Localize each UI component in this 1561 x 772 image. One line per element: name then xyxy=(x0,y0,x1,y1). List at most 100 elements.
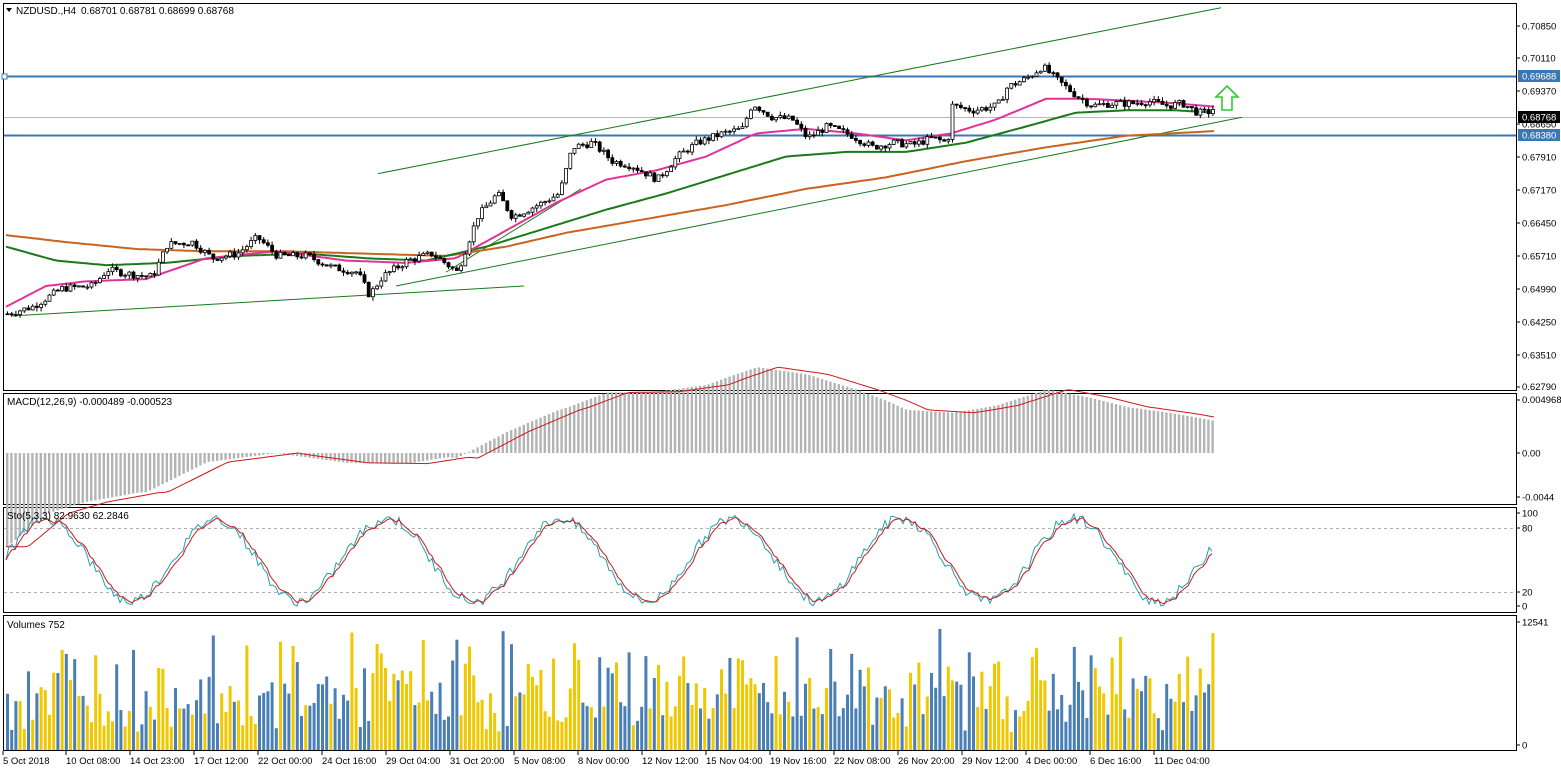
candle xyxy=(862,142,867,148)
candle xyxy=(673,155,678,170)
macd-bar xyxy=(1014,399,1017,453)
volume-bar xyxy=(1190,710,1194,750)
horizontal-levels[interactable] xyxy=(1,73,1516,137)
stochastic-pane[interactable]: Sto(5,3,3) 82.9630 62.2846 100 80 20 0 xyxy=(4,509,1538,613)
macd-bar xyxy=(1001,403,1004,453)
volume-bar xyxy=(770,713,774,750)
macd-bar xyxy=(568,406,572,453)
volume-bar xyxy=(342,694,345,750)
candle xyxy=(446,261,451,270)
stoch-axis: 100 80 20 0 xyxy=(1516,509,1538,613)
volumes-pane[interactable]: Volumes 752 12541 0 xyxy=(6,618,1548,752)
macd-bar xyxy=(736,373,740,453)
candle xyxy=(370,286,375,301)
candle xyxy=(148,272,153,277)
candle xyxy=(429,251,434,258)
price-tick: 0.69370 xyxy=(1516,87,1556,98)
candle xyxy=(917,137,921,148)
candle xyxy=(589,138,594,148)
price-pane[interactable]: NZDUSD.,H4 0.68701 0.68781 0.68699 0.687… xyxy=(1,6,1560,394)
resistance-handle[interactable] xyxy=(1,73,8,80)
candle xyxy=(106,268,111,279)
macd-bar xyxy=(615,392,618,453)
candle xyxy=(442,257,447,265)
macd-bar xyxy=(1152,410,1155,453)
candle xyxy=(1135,99,1140,107)
candle xyxy=(803,125,808,140)
candle xyxy=(110,263,115,276)
macd-bar xyxy=(463,453,467,454)
macd-bar xyxy=(951,412,954,453)
macd-bar xyxy=(6,453,9,547)
candle xyxy=(186,244,191,247)
macd-bar xyxy=(770,369,773,453)
macd-bar xyxy=(10,453,13,544)
volume-bar xyxy=(1106,714,1110,750)
macd-bar xyxy=(1186,415,1189,453)
macd-bar xyxy=(358,453,362,463)
macd-bar xyxy=(967,410,971,453)
candle xyxy=(1173,99,1177,110)
candle xyxy=(572,148,577,156)
candle xyxy=(933,136,938,139)
volume-bar xyxy=(883,686,887,750)
candle xyxy=(816,126,820,136)
candle xyxy=(1055,72,1060,81)
macd-bar xyxy=(186,453,189,472)
macd-bar xyxy=(669,389,672,453)
candle xyxy=(828,122,833,129)
stoch-title: Sto(5,3,3) 82.9630 62.2846 xyxy=(7,511,129,522)
dropdown-triangle-icon[interactable] xyxy=(6,8,12,12)
candle xyxy=(345,270,350,275)
volume-bar xyxy=(825,688,828,750)
time-label: 12 Nov 12:00 xyxy=(641,751,699,767)
volume-bar xyxy=(745,684,749,750)
volume-bar xyxy=(451,660,455,750)
candle xyxy=(408,257,413,261)
price-axis[interactable]: 0.70850 0.70110 0.69370 0.68650 0.67910 … xyxy=(1516,22,1560,394)
macd-bar xyxy=(1072,394,1076,453)
volume-bar xyxy=(468,646,471,750)
candle xyxy=(282,251,287,256)
macd-pane[interactable]: MACD(12,26,9) -0.000489 -0.000523 0.0049… xyxy=(6,366,1561,548)
candle xyxy=(728,129,732,135)
macd-bar xyxy=(795,372,798,453)
volume-bar xyxy=(430,691,434,750)
candle xyxy=(690,142,694,156)
svg-text:0.65710: 0.65710 xyxy=(1522,252,1556,263)
candle xyxy=(1001,96,1005,101)
moving-averages xyxy=(5,97,1215,308)
time-label: 15 Nov 04:00 xyxy=(705,751,763,767)
macd-bar xyxy=(778,370,782,453)
candle xyxy=(732,125,736,135)
macd-bar xyxy=(1030,394,1034,453)
candle xyxy=(438,255,443,259)
svg-text:31 Oct 20:00: 31 Oct 20:00 xyxy=(450,756,504,767)
candle xyxy=(391,263,396,273)
trendlines[interactable] xyxy=(10,7,1243,317)
volume-bar xyxy=(426,700,429,750)
volume-bar xyxy=(1148,678,1152,750)
volume-bar xyxy=(325,676,329,750)
candle xyxy=(307,252,312,257)
candle xyxy=(975,106,980,115)
candle xyxy=(60,285,64,293)
macd-bar xyxy=(1135,408,1139,453)
candle xyxy=(1139,100,1144,107)
macd-bar xyxy=(816,377,819,453)
volume-bar xyxy=(682,656,686,750)
macd-bar xyxy=(81,453,84,504)
volume-bar xyxy=(132,650,135,750)
volume-bar xyxy=(930,672,933,750)
candle xyxy=(160,251,165,263)
macd-bar xyxy=(652,391,656,453)
time-axis[interactable]: 5 Oct 2018 10 Oct 08:00 14 Oct 23:00 17 … xyxy=(2,751,1210,767)
macd-bar xyxy=(972,409,975,453)
volume-bar xyxy=(728,657,732,750)
macd-bar xyxy=(1018,398,1021,453)
volume-bar xyxy=(1119,637,1122,750)
candle xyxy=(127,270,132,280)
candle xyxy=(102,272,106,279)
macd-bar xyxy=(808,375,811,453)
